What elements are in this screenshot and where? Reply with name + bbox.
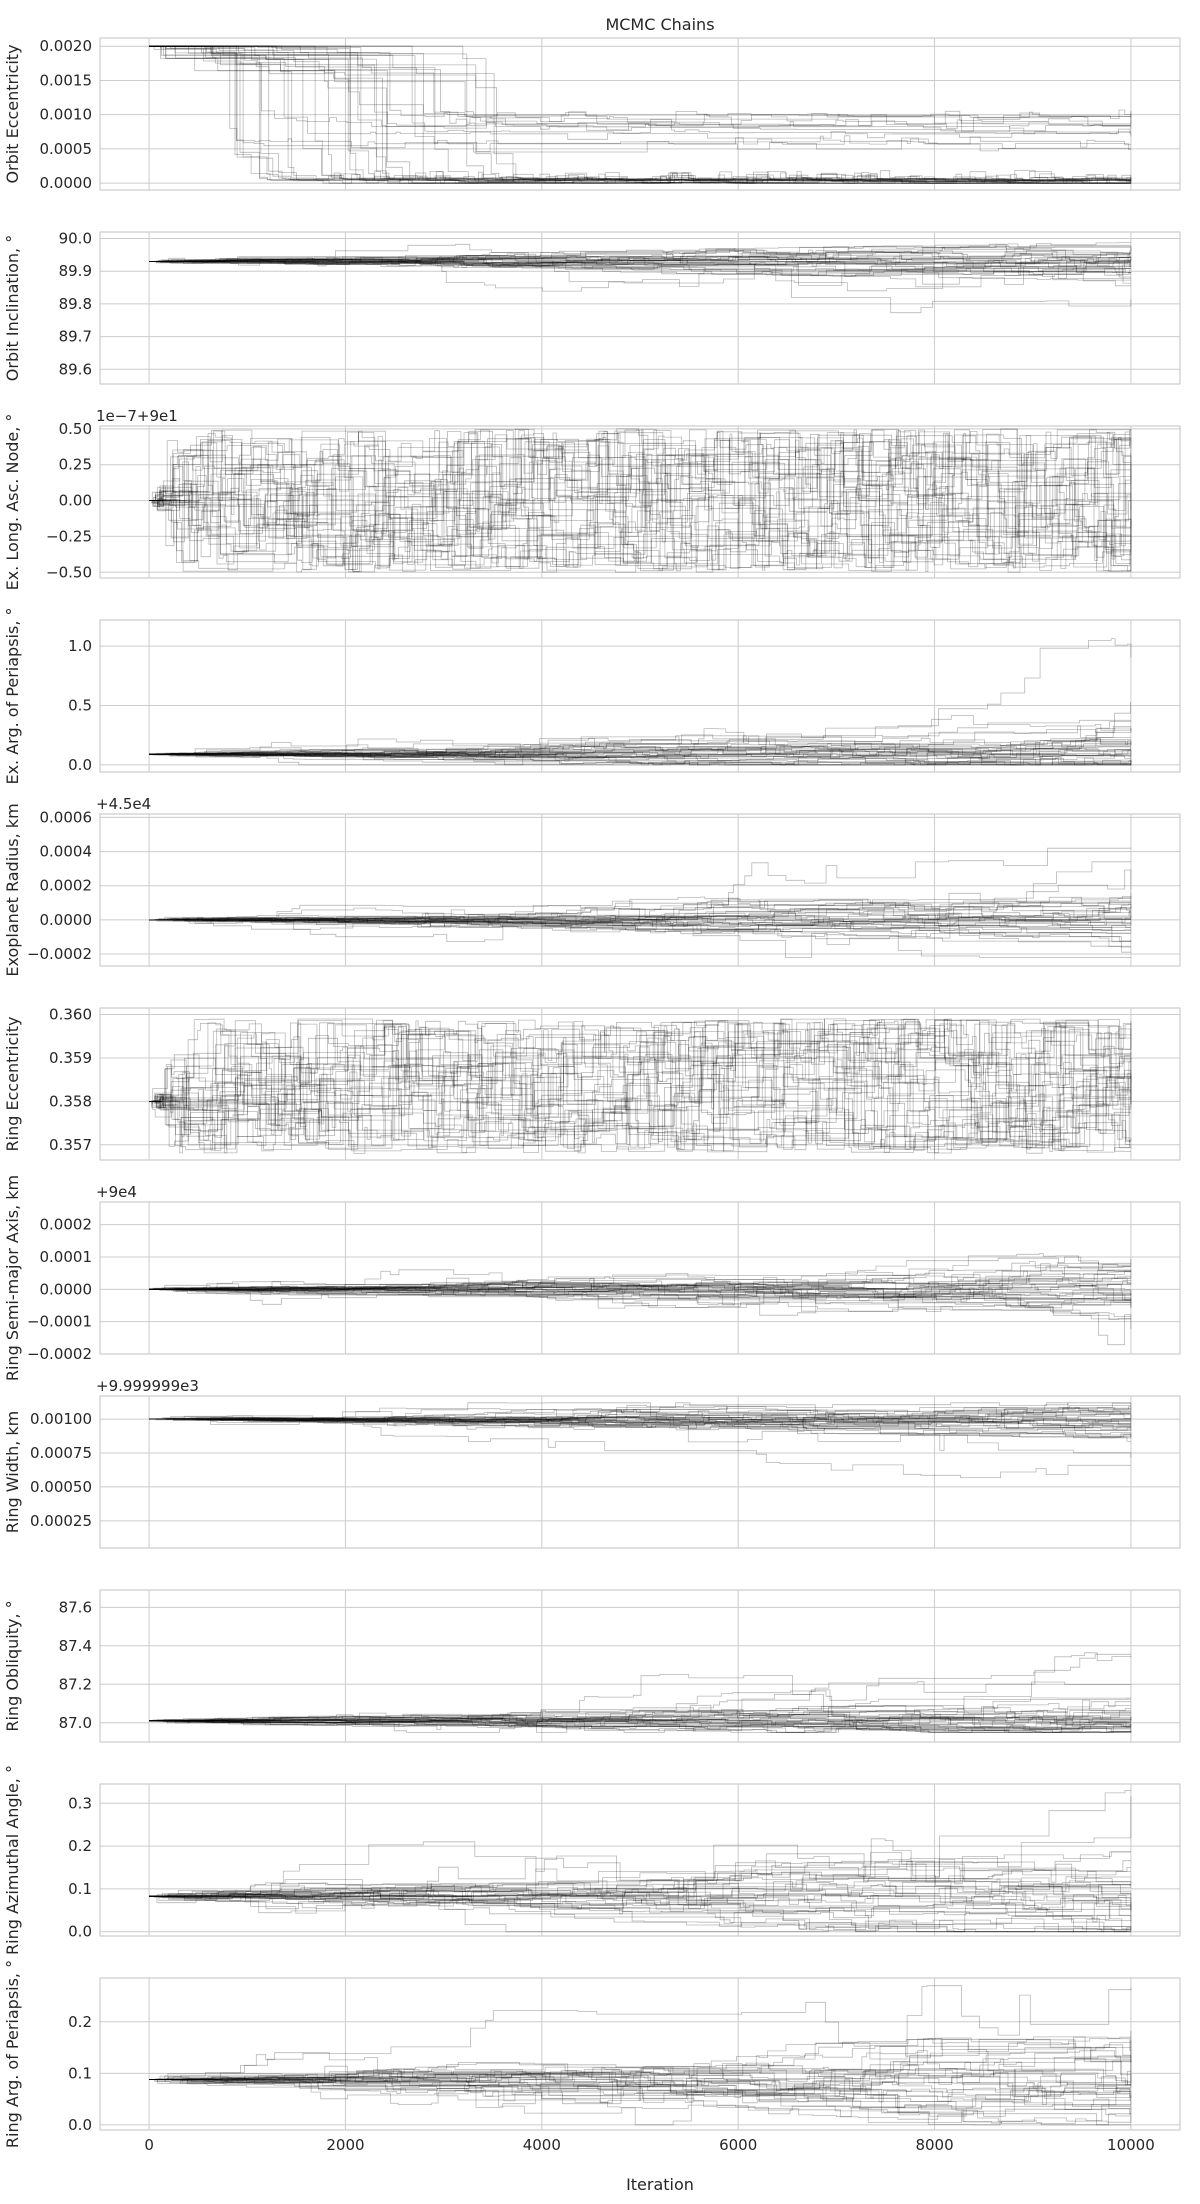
y-tick-label: 0.0000	[40, 911, 93, 929]
y-tick-label: 0.0002	[40, 877, 93, 895]
y-axis-label: Orbit Eccentricity	[3, 44, 22, 183]
y-axis-label: Ring Semi-major Axis, km	[3, 1175, 22, 1381]
y-tick-label: 0.50	[59, 420, 92, 438]
y-tick-label: 87.2	[59, 1675, 92, 1693]
y-tick-label: 87.4	[59, 1637, 92, 1655]
y-tick-label: 1.0	[68, 637, 92, 655]
y-tick-label: −0.25	[46, 527, 92, 545]
y-tick-label: 0.0002	[40, 1216, 93, 1234]
x-axis-label: Iteration	[626, 2175, 694, 2194]
y-tick-label: 0.0	[68, 1923, 92, 1941]
panel-background	[100, 1784, 1180, 1936]
y-tick-label: 0.00100	[30, 1410, 92, 1428]
y-axis-label: Ring Eccentricity	[3, 1017, 22, 1152]
y-tick-label: 87.6	[59, 1598, 92, 1616]
y-tick-label: 0.0004	[40, 843, 93, 861]
panels: 0.0000 0.0005 0.0010 0.0015 0.0020 Orbit Ecce…	[3, 37, 1180, 2154]
offset-label: +4.5e4	[96, 795, 151, 813]
y-tick-label: 0.2	[68, 2013, 92, 2031]
y-tick-label: 89.6	[59, 360, 92, 378]
panel-ring-azimuthal-angle: 0.0 0.1 0.2 0.3 Ring Azimuthal Angle, °	[3, 1765, 1180, 1955]
x-tick-label: 6000	[719, 2136, 757, 2154]
x-tick-label: 8000	[915, 2136, 953, 2154]
panel-orbit-eccentricity: 0.0000 0.0005 0.0010 0.0015 0.0020 Orbit Ecce…	[3, 37, 1180, 192]
y-axis-label: Ring Obliquity, °	[3, 1600, 22, 1731]
y-tick-label: 0.1	[68, 2064, 92, 2082]
panel-exoplanet-radius: −0.0002 0.0000 0.0002 0.0004 0.0006 Exoplanet…	[3, 795, 1180, 977]
chart-title: MCMC Chains	[605, 15, 714, 34]
y-tick-label: 0.357	[49, 1136, 92, 1154]
y-tick-label: 0.358	[49, 1092, 92, 1110]
panel-ex-long-asc-node: −0.50 −0.25 0.00 0.25 0.50 Ex. Long. Asc. Nod…	[3, 407, 1180, 590]
y-axis-label: Ex. Long. Asc. Node, °	[3, 414, 22, 591]
y-axis-label: Ring Width, km	[3, 1411, 22, 1533]
y-tick-label: 0.0000	[40, 1280, 93, 1298]
panel-background	[100, 38, 1180, 190]
panel-background	[100, 814, 1180, 966]
panel-orbit-inclination: 89.6 89.7 89.8 89.9 90.0 Orbit Inclination, °	[3, 230, 1180, 384]
y-tick-label: 0.0015	[40, 71, 93, 89]
y-tick-label: −0.0002	[27, 945, 92, 963]
panel-ring-obliquity: 87.0 87.2 87.4 87.6 Ring Obliquity, °	[3, 1590, 1180, 1742]
y-tick-label: 0.360	[49, 1006, 92, 1024]
y-tick-label: −0.50	[46, 563, 92, 581]
y-tick-label: 0.0005	[40, 140, 93, 158]
y-tick-label: 0.0006	[40, 808, 93, 826]
x-tick-label: 10000	[1107, 2136, 1155, 2154]
y-tick-label: 0.00	[59, 492, 92, 510]
y-tick-label: 89.7	[59, 328, 92, 346]
panel-ex-arg-periapsis: 0.0 0.5 1.0 Ex. Arg. of Periapsis, °	[3, 607, 1180, 784]
y-tick-label: 0.00025	[30, 1512, 92, 1530]
y-tick-label: 0.5	[68, 697, 92, 715]
y-axis-label: Exoplanet Radius, km	[3, 803, 22, 976]
y-tick-label: 0.3	[68, 1794, 92, 1812]
x-tick-label: 2000	[326, 2136, 364, 2154]
y-axis-label: Ex. Arg. of Periapsis, °	[3, 607, 22, 784]
panel-ring-semi-major-axis: −0.0002 −0.0001 0.0000 0.0001 0.0002 Ring Sem…	[3, 1175, 1180, 1381]
y-tick-label: 89.9	[59, 262, 92, 280]
y-tick-label: 0.00075	[30, 1444, 92, 1462]
panel-ring-eccentricity: 0.357 0.358 0.359 0.360 Ring Eccentricity	[3, 1006, 1180, 1160]
x-tick-label: 0	[144, 2136, 154, 2154]
y-tick-label: 87.0	[59, 1714, 92, 1732]
panel-ring-width: 0.00025 0.00050 0.00075 0.00100 Ring Width, …	[3, 1377, 1180, 1548]
y-tick-label: 0.1	[68, 1880, 92, 1898]
y-tick-label: 0.2	[68, 1837, 92, 1855]
offset-label: +9.999999e3	[96, 1377, 199, 1395]
y-tick-label: −0.0001	[27, 1313, 92, 1331]
y-tick-label: 0.359	[49, 1049, 92, 1067]
y-tick-label: 0.0001	[40, 1248, 93, 1266]
y-axis-label: Ring Arg. of Periapsis, °	[3, 1960, 22, 2148]
y-tick-label: 0.0010	[40, 106, 93, 124]
y-tick-label: 0.25	[59, 456, 92, 474]
y-tick-label: 0.0000	[40, 174, 93, 192]
panel-ring-arg-periapsis: 0.0 0.1 0.2 Ring Arg. of Periapsis, ° 0 2000 4…	[3, 1960, 1180, 2154]
y-axis-label: Orbit Inclination, °	[3, 235, 22, 381]
y-tick-label: 0.0	[68, 2116, 92, 2134]
y-tick-label: 0.00050	[30, 1478, 92, 1496]
offset-label: +9e4	[96, 1183, 137, 1201]
y-tick-label: 89.8	[59, 295, 92, 313]
y-tick-label: 0.0020	[40, 37, 93, 55]
y-axis-label: Ring Azimuthal Angle, °	[3, 1765, 22, 1955]
x-tick-label: 4000	[523, 2136, 561, 2154]
y-tick-label: 0.0	[68, 756, 92, 774]
offset-label: 1e−7+9e1	[96, 407, 178, 425]
y-tick-label: 90.0	[59, 230, 92, 248]
y-tick-label: −0.0002	[27, 1345, 92, 1363]
